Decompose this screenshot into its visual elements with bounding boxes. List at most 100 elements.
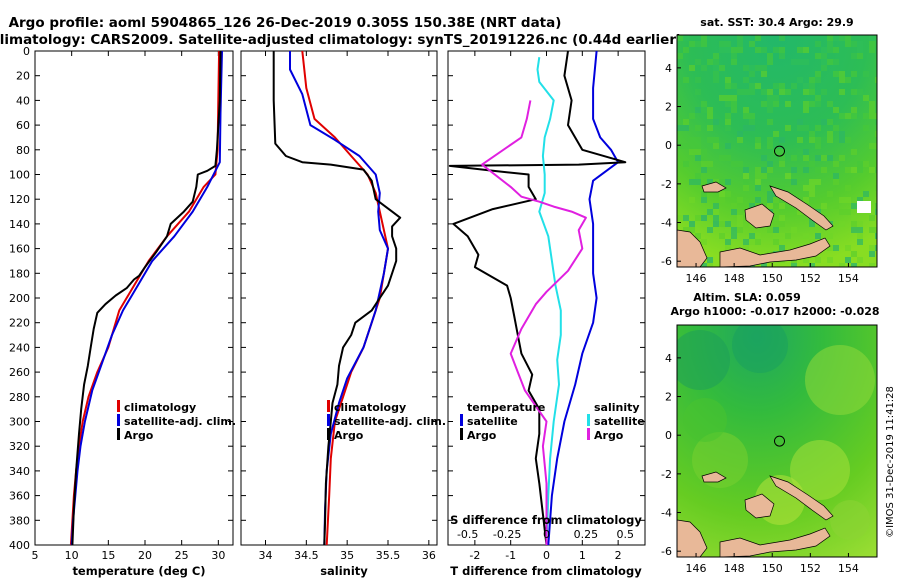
sst-pixel — [755, 35, 761, 41]
sst-pixel — [857, 47, 863, 53]
sst-pixel — [737, 215, 743, 221]
sst-pixel — [755, 167, 761, 173]
series-line-temperature-satellite — [547, 50, 620, 546]
lat-tick-label: -6 — [661, 255, 672, 268]
sst-pixel — [845, 137, 851, 143]
sst-pixel — [791, 227, 797, 233]
sst-pixel — [803, 89, 809, 95]
sst-pixel — [839, 137, 845, 143]
sst-pixel — [737, 227, 743, 233]
legend-swatch-t-argo — [460, 428, 463, 440]
lat-tick-label: 2 — [665, 391, 672, 404]
sst-pixel — [857, 41, 863, 47]
lon-tick-label: 146 — [686, 562, 707, 575]
sst-pixel — [683, 77, 689, 83]
difference-legend: temperature satellite Argo salinity sate… — [460, 401, 645, 442]
y-tick-label: 0 — [23, 45, 30, 58]
sst-pixel — [809, 191, 815, 197]
lat-tick-label: 2 — [665, 101, 672, 114]
sst-pixel — [725, 119, 731, 125]
salinity-xlabel: salinity — [320, 564, 368, 578]
sst-pixel — [857, 221, 863, 227]
y-tick-label: 140 — [9, 218, 30, 231]
sst-pixel — [713, 119, 719, 125]
sst-pixel — [827, 155, 833, 161]
sst-pixel — [695, 89, 701, 95]
sst-pixel — [743, 65, 749, 71]
sst-pixel — [869, 143, 875, 149]
legend-swatch-argo — [117, 428, 120, 440]
sst-pixel — [743, 77, 749, 83]
sst-pixel — [713, 203, 719, 209]
sst-pixel — [809, 263, 815, 267]
lat-tick-label: -2 — [661, 178, 672, 191]
sst-pixel — [755, 65, 761, 71]
sst-pixel — [827, 59, 833, 65]
sst-pixel — [839, 77, 845, 83]
sst-pixel — [803, 167, 809, 173]
sst-pixel — [689, 179, 695, 185]
sst-pixel — [749, 71, 755, 77]
sst-pixel — [773, 239, 779, 245]
sst-pixel — [857, 239, 863, 245]
sst-pixel — [827, 119, 833, 125]
sst-pixel — [749, 233, 755, 239]
sla-anomaly-blob — [830, 500, 870, 540]
land-new-guinea-west — [677, 229, 708, 267]
y-tick-label: 380 — [9, 514, 30, 527]
y-tick-label: 280 — [9, 391, 30, 404]
x-tick-label: 34 — [259, 549, 273, 562]
sst-missing-data — [857, 201, 871, 213]
sst-pixel — [713, 59, 719, 65]
sst-pixel — [719, 65, 725, 71]
sst-pixel — [875, 113, 877, 119]
x-tick-label: 15 — [101, 549, 115, 562]
sst-pixel — [815, 179, 821, 185]
sst-pixel — [719, 191, 725, 197]
sst-pixel — [701, 35, 707, 41]
x2-tick-label: -0.25 — [493, 528, 521, 541]
sst-pixel — [803, 149, 809, 155]
sst-pixel — [731, 95, 737, 101]
y-tick-label: 300 — [9, 416, 30, 429]
sst-pixel — [731, 53, 737, 59]
sst-pixel — [773, 101, 779, 107]
x-tick-label: 2 — [615, 549, 622, 562]
legend-label-climatology: climatology — [124, 401, 196, 414]
sst-pixel — [803, 83, 809, 89]
sst-pixel — [779, 215, 785, 221]
sst-pixel — [719, 221, 725, 227]
sla-anomaly-blob — [805, 345, 875, 415]
sst-pixel — [707, 119, 713, 125]
legend-label-argo: Argo — [124, 429, 154, 442]
sst-pixel — [857, 233, 863, 239]
sst-pixel — [767, 101, 773, 107]
sst-pixel — [743, 167, 749, 173]
sst-pixel — [845, 209, 851, 215]
temperature-panel: 5 10 15 20 25 3002040608010012014016018020022… — [9, 45, 234, 562]
sla-anomaly-blob — [683, 398, 727, 442]
title-line-1: Argo profile: aoml 5904865_126 26-Dec-20… — [9, 15, 562, 31]
sst-pixel — [851, 227, 857, 233]
sst-pixel — [707, 113, 713, 119]
sst-pixel — [695, 107, 701, 113]
x2-tick-label: 0.5 — [617, 528, 635, 541]
sst-pixel — [689, 221, 695, 227]
sst-pixel — [797, 125, 803, 131]
sst-pixel — [719, 197, 725, 203]
sst-pixel — [701, 239, 707, 245]
sst-pixel — [743, 113, 749, 119]
sst-pixel — [821, 203, 827, 209]
sst-pixel — [719, 233, 725, 239]
sst-map-frame — [676, 34, 878, 268]
sst-pixel — [689, 149, 695, 155]
legend-swatch-satellite — [117, 414, 120, 426]
sst-pixel — [851, 251, 857, 257]
sst-pixel — [839, 155, 845, 161]
legend-swatch-s-argo — [587, 428, 590, 440]
sst-pixel — [815, 41, 821, 47]
sst-pixel — [875, 167, 877, 173]
sst-pixel — [683, 215, 689, 221]
sst-pixel — [749, 203, 755, 209]
y-tick-label: 200 — [9, 292, 30, 305]
